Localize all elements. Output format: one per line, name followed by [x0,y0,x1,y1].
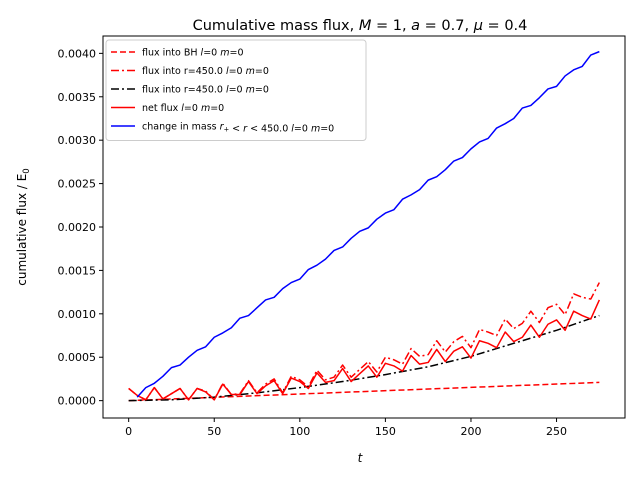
x-axis-label: t [358,451,364,465]
y-tick-label-1: 0.0005 [58,351,97,364]
y-tick-label-8: 0.0040 [58,47,97,60]
y-tick-label-7: 0.0035 [58,91,97,104]
y-tick-label-0: 0.0000 [58,395,97,408]
series-line-4 [136,50,600,398]
y-axis-label-sub: 0 [22,168,32,173]
x-tick-label-4: 200 [460,425,481,438]
x-axis-ticks: 0 50 100 150 200 250 [125,418,567,438]
legend-label-3: net flux l=0 m=0 [142,103,224,114]
y-tick-label-2: 0.0010 [58,308,97,321]
y-tick-label-3: 0.0015 [58,264,97,277]
series-line-3 [128,299,601,401]
x-tick-label-1: 50 [207,425,221,438]
y-axis-label-main: cumulative flux / E [15,174,29,286]
legend-label-0: flux into BH l=0 m=0 [142,48,244,59]
x-tick-label-3: 150 [375,425,396,438]
series-line-1 [128,282,600,401]
legend-label-1: flux into r=450.0 l=0 m=0 [142,66,269,77]
x-tick-label-2: 100 [289,425,310,438]
y-tick-label-5: 0.0025 [58,178,97,191]
y-axis-label: cumulative flux / E0 [15,168,32,285]
series-line-0 [128,381,600,402]
y-tick-label-6: 0.0030 [58,134,97,147]
legend-label-2: flux into r=450.0 l=0 m=0 [142,85,269,96]
legend-box [105,39,367,141]
legend: flux into BH l=0 m=0 flux into r=450.0 l=… [105,39,367,141]
y-tick-label-4: 0.0020 [58,221,97,234]
x-tick-label-0: 0 [125,425,132,438]
x-tick-label-5: 250 [546,425,567,438]
y-axis-ticks: 0.0000 0.0005 0.0010 0.0015 0.0020 0.0025 0.00… [58,47,103,408]
series-line-2 [128,314,600,402]
legend-label-4: change in mass r+ < r < 450.0 l=0 m=0 [142,122,334,135]
chart-title: Cumulative mass flux, M = 1, a = 0.7, μ … [193,18,528,34]
plot-lines [128,50,601,402]
